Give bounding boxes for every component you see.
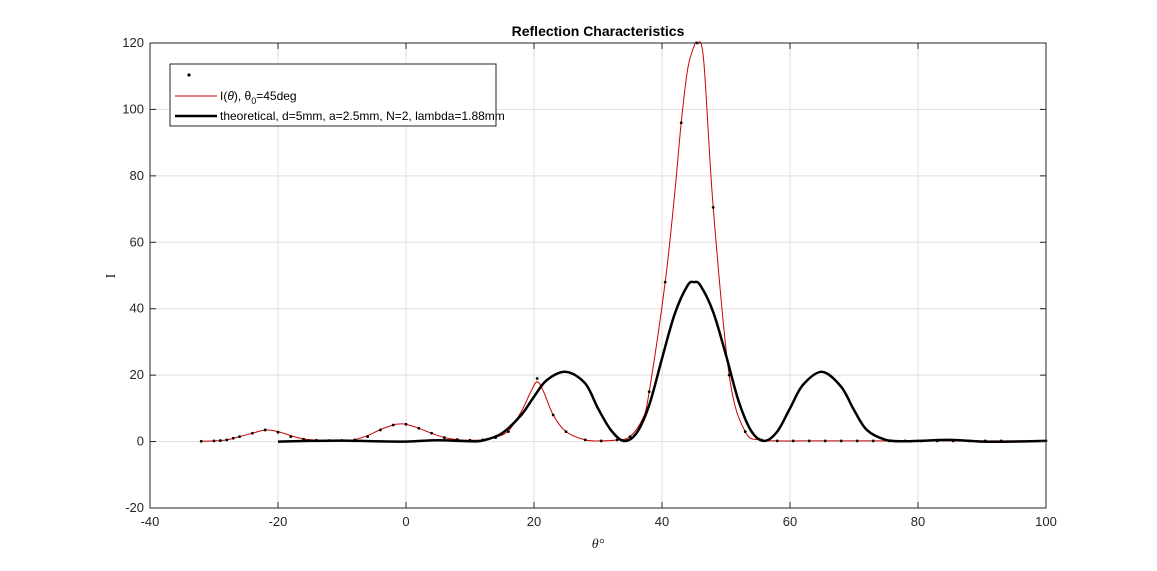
x-tick-label: 0 [402,514,409,529]
x-tick-label: 80 [911,514,925,529]
chart-title: Reflection Characteristics [512,23,685,39]
data-point [315,438,318,442]
data-point [535,377,539,380]
plot-frame [149,42,1047,509]
legend: I(θ), θ0=45deg theoretical, d=5mm, a=2.5… [169,63,505,127]
data-point [507,430,510,434]
y-tick-label: -20 [125,500,144,515]
data-point [775,439,779,443]
data-point [231,436,235,440]
data-point [599,439,603,443]
y-tick-label: 80 [130,168,144,183]
data-point [903,439,907,443]
data-point [263,428,267,432]
data-point [238,435,242,438]
data-point [276,430,280,434]
x-axis-label: θ° [592,537,605,552]
data-point [615,438,619,442]
data-point [481,438,485,442]
data-point [967,439,971,443]
y-tick-label: 60 [130,234,144,249]
legend-box [169,63,497,127]
data-point [887,439,891,443]
data-point [468,438,472,442]
data-point [583,438,587,442]
data-point [663,280,667,284]
data-point [807,439,811,443]
data-point [823,439,827,443]
data-point [353,438,357,442]
data-point [711,206,715,209]
data-point [251,431,254,435]
data-point [999,439,1003,443]
y-tick-label: 40 [130,301,144,316]
series-layer [199,41,1048,443]
data-point [340,439,344,442]
x-tick-label: 40 [655,514,669,529]
data-point [219,439,222,442]
data-point [759,438,763,442]
y-tick-label: 120 [122,35,144,50]
data-point [212,439,216,443]
data-point [551,413,555,417]
x-tick-label: -20 [269,514,288,529]
y-tick-label: 20 [130,367,144,382]
data-point [628,435,632,438]
y-tick-label: 100 [122,101,144,116]
y-tick-labels: -20 0 20 40 60 80 100 120 [122,35,144,515]
legend-entry-red-line: I(θ), θ0=45deg [220,89,297,106]
data-point [983,439,987,443]
legend-marker-points [187,73,191,77]
data-point [289,435,293,438]
data-point [951,439,955,443]
x-tick-label: 100 [1035,514,1057,529]
ticks [149,42,1047,509]
x-tick-label: 20 [527,514,541,529]
y-axis-label: I [104,273,119,278]
data-point [379,428,382,432]
data-point [443,436,446,439]
data-point [430,431,433,435]
data-point [494,436,497,439]
data-point [199,439,203,443]
data-point [743,430,747,434]
x-tick-label: -40 [141,514,160,529]
data-point [647,390,651,394]
data-point [935,439,939,443]
data-point [366,435,369,438]
data-point [404,422,408,426]
data-point [679,121,683,125]
data-point [455,438,459,441]
data-point [871,439,875,443]
data-point [417,426,421,430]
x-tick-label: 60 [783,514,797,529]
data-point [727,373,731,377]
data-point [327,439,331,442]
data-point [519,413,523,417]
data-point [791,439,795,443]
legend-entry-black-line: theoretical, d=5mm, a=2.5mm, N=2, lambda… [220,109,505,123]
data-point [919,439,923,443]
x-tick-labels: -40 -20 0 20 40 60 80 100 [141,514,1057,529]
y-tick-label: 0 [137,434,144,449]
data-point [855,439,859,443]
data-point [839,439,843,443]
data-point [391,423,395,427]
data-point [564,430,568,434]
data-point [225,438,229,442]
data-point [302,437,305,441]
